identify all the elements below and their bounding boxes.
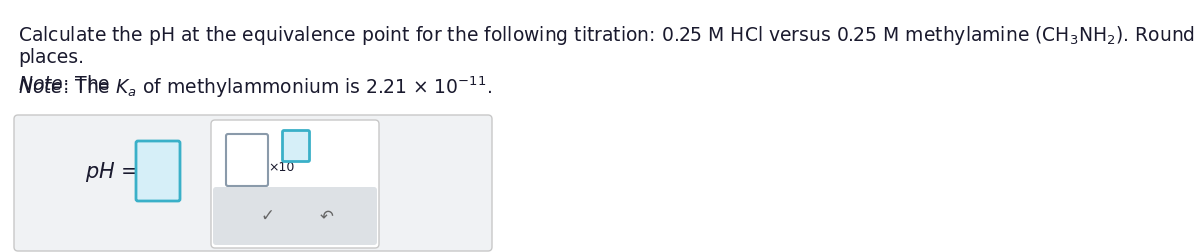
- FancyBboxPatch shape: [282, 131, 310, 162]
- FancyBboxPatch shape: [14, 115, 492, 251]
- Text: ✓: ✓: [260, 207, 275, 225]
- FancyBboxPatch shape: [211, 120, 379, 248]
- FancyBboxPatch shape: [226, 134, 268, 186]
- Text: ↶: ↶: [320, 207, 334, 225]
- Text: places.: places.: [18, 48, 84, 67]
- Text: $\mathit{Note}$: The $K_a$ of methylammonium is 2.21 $\times$ 10$^{-11}$.: $\mathit{Note}$: The $K_a$ of methylammo…: [18, 75, 492, 101]
- Text: $\mathit{pH}$ =: $\mathit{pH}$ =: [85, 160, 138, 184]
- FancyBboxPatch shape: [136, 141, 180, 201]
- Text: ×10: ×10: [268, 161, 294, 174]
- Text: Calculate the pH at the equivalence point for the following titration: 0.25 M HC: Calculate the pH at the equivalence poin…: [18, 24, 1200, 47]
- Text: $\mathit{Note}$: The: $\mathit{Note}$: The: [18, 75, 112, 94]
- FancyBboxPatch shape: [214, 187, 377, 245]
